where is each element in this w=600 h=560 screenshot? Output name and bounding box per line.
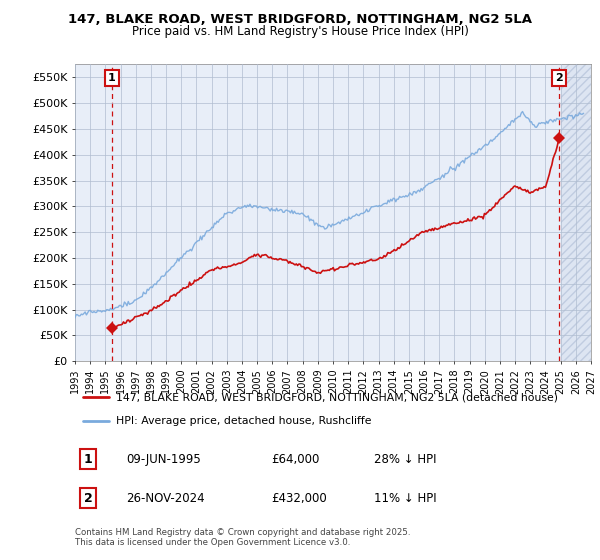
Text: HPI: Average price, detached house, Rushcliffe: HPI: Average price, detached house, Rush… (116, 417, 372, 426)
Text: 26-NOV-2024: 26-NOV-2024 (127, 492, 205, 505)
Text: 1: 1 (108, 73, 116, 83)
Text: 1: 1 (83, 452, 92, 465)
Text: 147, BLAKE ROAD, WEST BRIDGFORD, NOTTINGHAM, NG2 5LA: 147, BLAKE ROAD, WEST BRIDGFORD, NOTTING… (68, 13, 532, 26)
Text: 28% ↓ HPI: 28% ↓ HPI (374, 452, 437, 465)
Text: Price paid vs. HM Land Registry's House Price Index (HPI): Price paid vs. HM Land Registry's House … (131, 25, 469, 39)
Text: 11% ↓ HPI: 11% ↓ HPI (374, 492, 437, 505)
Text: 2: 2 (555, 73, 563, 83)
Text: 147, BLAKE ROAD, WEST BRIDGFORD, NOTTINGHAM, NG2 5LA (detached house): 147, BLAKE ROAD, WEST BRIDGFORD, NOTTING… (116, 392, 558, 402)
Text: 09-JUN-1995: 09-JUN-1995 (127, 452, 202, 465)
Text: 2: 2 (83, 492, 92, 505)
Text: £432,000: £432,000 (271, 492, 327, 505)
Text: £64,000: £64,000 (271, 452, 319, 465)
Text: Contains HM Land Registry data © Crown copyright and database right 2025.
This d: Contains HM Land Registry data © Crown c… (75, 528, 410, 547)
